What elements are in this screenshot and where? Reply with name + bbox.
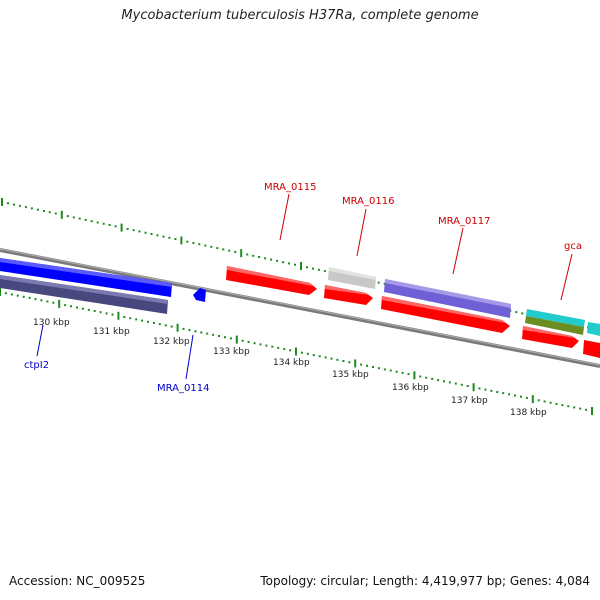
cds-MRA_0115-shade	[227, 266, 313, 286]
tick-label-137: 137 kbp	[451, 396, 488, 406]
gene-label-MRA_0114: MRA_0114	[157, 383, 209, 394]
tick-label-135: 135 kbp	[332, 370, 369, 380]
genome-backbone-highlight	[0, 248, 600, 366]
tick-label-132: 132 kbp	[153, 337, 190, 347]
tick-label-131: 131 kbp	[93, 327, 130, 337]
cds-right-red	[583, 340, 600, 358]
cds-lower-red-3-shade	[523, 326, 575, 338]
cds-ctpI2-blue-shade	[0, 258, 172, 287]
gene-label-MRA_0117: MRA_0117	[438, 216, 490, 227]
cds-lower-red-1-shade	[325, 285, 369, 295]
gene-label-MRA_0115: MRA_0115	[264, 182, 316, 193]
cds-MRA_0116-shade	[329, 267, 376, 280]
gene-label-gca: gca	[564, 241, 582, 252]
cds-navy-shade	[0, 275, 168, 304]
tick-label-133: 133 kbp	[213, 347, 250, 357]
leader-MRA_0115	[279, 193, 290, 241]
cds-right-cyan	[587, 322, 600, 336]
genome-summary-text: Topology: circular; Length: 4,419,977 bp…	[260, 574, 590, 588]
tick-label-134: 134 kbp	[273, 358, 310, 368]
tick-label-130: 130 kbp	[33, 318, 70, 328]
leader-MRA_0117	[452, 227, 464, 275]
leader-MRA_0114	[185, 334, 194, 380]
cds-gca-cyan	[526, 309, 585, 327]
tick-label-138: 138 kbp	[510, 408, 547, 418]
leader-gca	[560, 253, 573, 301]
cds-MRA_0117-shade	[385, 279, 511, 308]
map-title: Mycobacterium tuberculosis H37Ra, comple…	[121, 8, 479, 23]
leader-MRA_0116	[356, 208, 367, 257]
genome-backbone	[0, 248, 600, 368]
inner-tick-ring	[0, 288, 593, 415]
cds-gca-olive	[525, 316, 584, 335]
tick-label-136: 136 kbp	[392, 383, 429, 393]
leader-ctpI2	[36, 324, 44, 357]
accession-text: Accession: NC_009525	[9, 574, 146, 588]
cds-lower-red-2-shade	[382, 296, 506, 323]
cds-MRA_0114-arrow	[193, 288, 206, 302]
gene-label-MRA_0116: MRA_0116	[342, 196, 394, 207]
gene-label-ctpI2: ctpI2	[24, 360, 49, 371]
